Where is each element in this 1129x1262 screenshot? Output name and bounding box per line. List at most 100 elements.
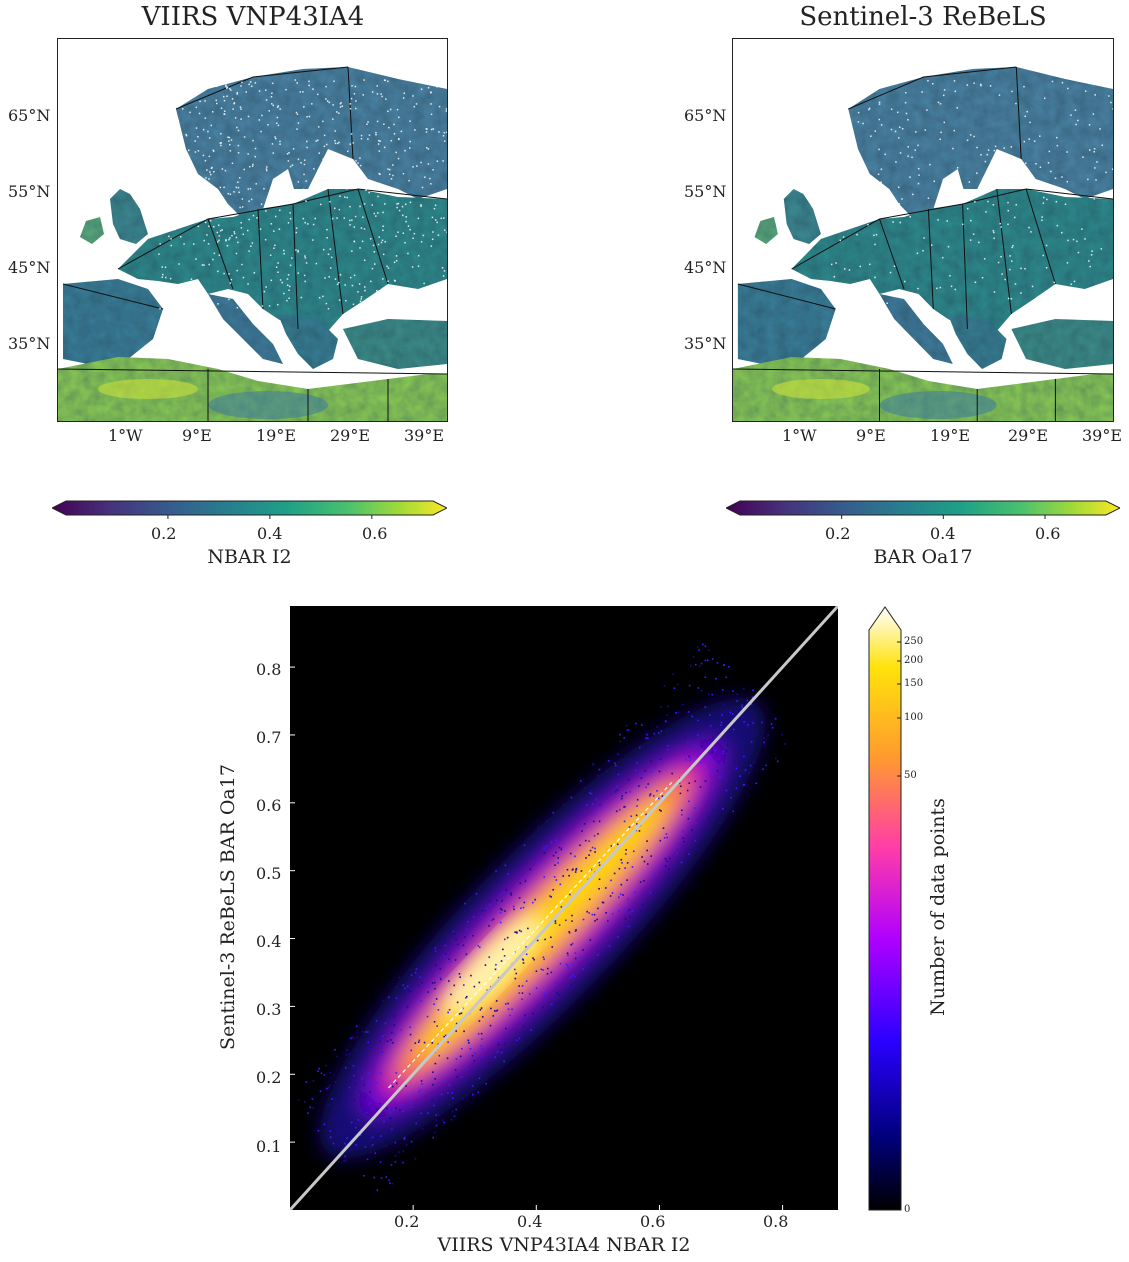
scatter-point bbox=[395, 997, 398, 1000]
map-region bbox=[118, 189, 447, 339]
map-nodata-pixel bbox=[353, 186, 355, 188]
right-colorbar-tick: 0.4 bbox=[930, 524, 956, 543]
scatter-point bbox=[391, 1129, 394, 1132]
map-nodata-pixel bbox=[326, 228, 328, 231]
scatter-y-tick: 0.8 bbox=[256, 660, 282, 679]
scatter-point bbox=[657, 797, 660, 800]
map-nodata-pixel bbox=[160, 131, 163, 133]
scatter-point bbox=[394, 1141, 397, 1144]
scatter-point bbox=[503, 954, 506, 957]
scatter-point bbox=[453, 984, 456, 987]
scatter-point bbox=[388, 1117, 391, 1119]
scatter-point bbox=[554, 920, 557, 922]
scatter-point bbox=[493, 1010, 496, 1012]
scatter-point bbox=[598, 768, 601, 771]
map-nodata-pixel bbox=[970, 219, 972, 222]
map-nodata-pixel bbox=[211, 111, 214, 113]
scatter-point bbox=[784, 743, 786, 745]
map-nodata-pixel bbox=[859, 265, 862, 268]
map-nodata-pixel bbox=[946, 220, 948, 222]
scatter-point bbox=[419, 1089, 422, 1091]
map-nodata-pixel bbox=[209, 171, 211, 173]
map-nodata-pixel bbox=[947, 245, 950, 248]
scatter-point bbox=[478, 981, 481, 984]
scatter-point bbox=[618, 867, 621, 870]
scatter-point bbox=[598, 878, 601, 881]
scatter-point bbox=[513, 968, 516, 971]
map-nodata-pixel bbox=[275, 266, 278, 268]
map-nodata-pixel bbox=[362, 94, 364, 96]
map-nodata-pixel bbox=[1108, 95, 1110, 97]
map-nodata-pixel bbox=[930, 244, 933, 246]
map-nodata-pixel bbox=[397, 157, 400, 160]
map-nodata-pixel bbox=[322, 120, 324, 123]
scatter-point bbox=[346, 1049, 348, 1051]
scatter-point bbox=[305, 1081, 308, 1083]
scatter-point bbox=[698, 649, 700, 651]
map-nodata-pixel bbox=[163, 213, 165, 216]
scatter-point bbox=[721, 689, 724, 691]
map-nodata-pixel bbox=[1014, 283, 1017, 285]
map-nodata-pixel bbox=[333, 80, 335, 82]
map-nodata-pixel bbox=[205, 177, 207, 179]
scatter-point bbox=[534, 898, 536, 901]
scatter-point bbox=[325, 1064, 327, 1067]
map-nodata-pixel bbox=[376, 85, 378, 87]
scatter-point bbox=[327, 1103, 330, 1106]
map-nodata-pixel bbox=[861, 92, 864, 95]
scatter-point bbox=[431, 982, 434, 984]
map-border bbox=[1025, 188, 1056, 285]
map-region bbox=[1011, 319, 1113, 369]
map-nodata-pixel bbox=[335, 173, 337, 176]
map-nodata-pixel bbox=[198, 285, 200, 287]
map-nodata-pixel bbox=[303, 159, 306, 161]
map-nodata-pixel bbox=[443, 131, 446, 134]
scatter-point bbox=[510, 892, 512, 894]
map-nodata-pixel bbox=[192, 171, 195, 174]
map-nodata-pixel bbox=[374, 263, 376, 265]
scatter-point bbox=[419, 967, 422, 970]
map-nodata-pixel bbox=[265, 210, 267, 212]
left-colorbar bbox=[52, 500, 447, 519]
scatter-point bbox=[390, 1131, 392, 1133]
map-nodata-pixel bbox=[443, 289, 445, 292]
map-nodata-pixel bbox=[974, 201, 976, 203]
map-nodata-pixel bbox=[289, 264, 292, 267]
map-nodata-pixel bbox=[1076, 240, 1078, 243]
scatter-point bbox=[437, 1114, 440, 1116]
scatter-point bbox=[466, 1067, 469, 1070]
left-colorbar-tick: 0.6 bbox=[362, 524, 388, 543]
scatter-point bbox=[776, 760, 779, 763]
scatter-point bbox=[682, 837, 684, 839]
map-nodata-pixel bbox=[1101, 144, 1104, 146]
map-nodata-pixel bbox=[424, 176, 426, 178]
map-nodata-pixel bbox=[233, 231, 235, 233]
scatter-point bbox=[581, 830, 583, 832]
map-nodata-pixel bbox=[1089, 295, 1092, 297]
scatter-point bbox=[588, 854, 590, 856]
map-nodata-pixel bbox=[316, 93, 319, 96]
map-nodata-pixel bbox=[367, 186, 369, 188]
map-nodata-pixel bbox=[383, 123, 385, 125]
map-nodata-pixel bbox=[871, 177, 874, 180]
scatter-point bbox=[355, 1050, 358, 1052]
map-nodata-pixel bbox=[972, 233, 975, 235]
map-nodata-pixel bbox=[432, 169, 434, 171]
one-to-one-line bbox=[290, 606, 838, 1210]
map-nodata-pixel bbox=[265, 286, 267, 288]
scatter-point bbox=[400, 1028, 402, 1031]
map-nodata-pixel bbox=[909, 216, 911, 218]
scatter-point bbox=[402, 1161, 404, 1164]
scatter-point bbox=[521, 958, 524, 960]
scatter-point bbox=[709, 714, 711, 716]
map-nodata-pixel bbox=[973, 82, 975, 84]
map-nodata-pixel bbox=[327, 307, 330, 310]
map-nodata-pixel bbox=[404, 149, 406, 152]
scatter-point bbox=[433, 948, 436, 951]
map-nodata-pixel bbox=[219, 186, 222, 189]
map-nodata-pixel bbox=[942, 94, 945, 97]
scatter-point bbox=[497, 1043, 500, 1046]
map-nodata-pixel bbox=[438, 131, 440, 133]
map-nodata-pixel bbox=[887, 205, 889, 208]
scatter-point bbox=[736, 693, 738, 696]
